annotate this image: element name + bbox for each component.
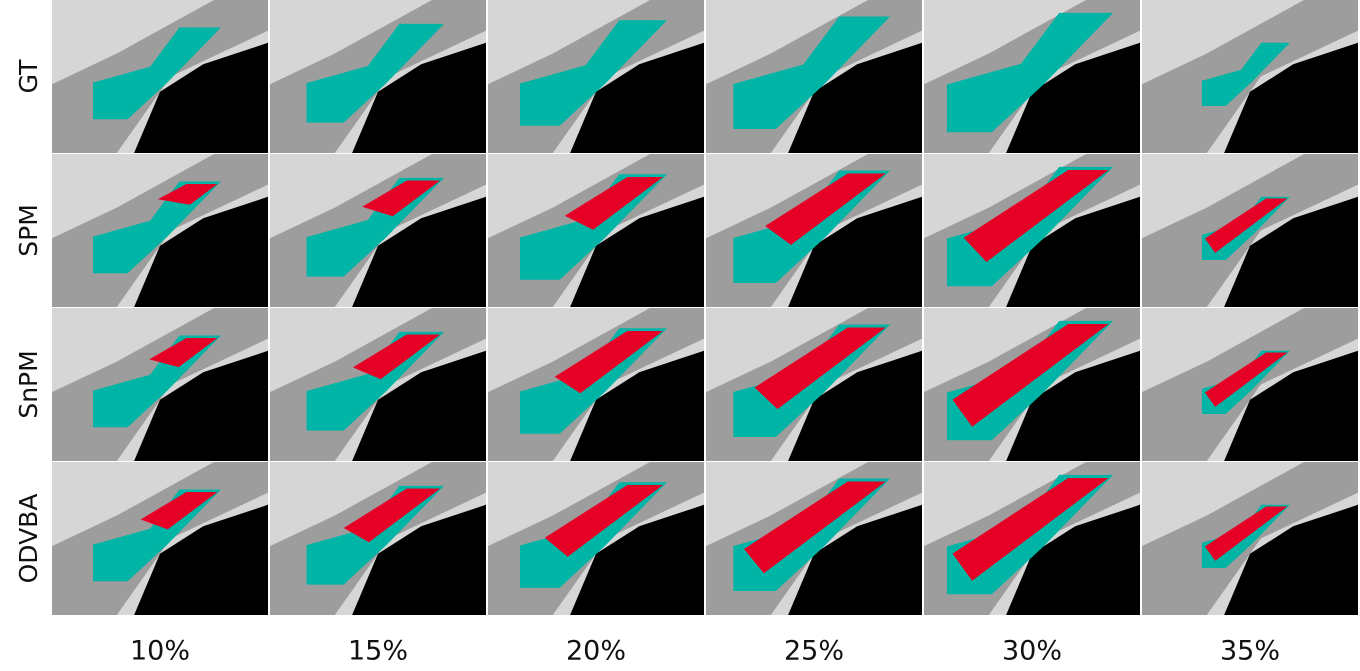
image-tile (706, 154, 922, 307)
column-label: 20% (566, 636, 626, 667)
column-label: 15% (348, 636, 408, 667)
image-tile (52, 0, 268, 153)
row-label: ODVBA (14, 494, 43, 584)
column-label: 35% (1220, 636, 1280, 667)
page: 10%15%20%25%30%35%GTSPMSnPMODVBA (() => … (0, 0, 1360, 671)
image-tile (1142, 462, 1358, 615)
image-tile (488, 462, 704, 615)
image-tile (706, 308, 922, 461)
row-label: SnPM (14, 350, 43, 418)
image-tile (924, 0, 1140, 153)
image-tile (924, 462, 1140, 615)
image-tile (488, 0, 704, 153)
image-tile (270, 308, 486, 461)
row-label: SPM (14, 204, 43, 257)
image-tile (52, 308, 268, 461)
image-tile (270, 0, 486, 153)
image-tile (706, 462, 922, 615)
figure: 10% 15% 20% 25% 30% 35% GT SPM SnPM ODVBA (0, 0, 1360, 671)
image-tile (1142, 308, 1358, 461)
image-tile (924, 308, 1140, 461)
image-tile (52, 154, 268, 307)
image-tile (270, 154, 486, 307)
column-label: 30% (1002, 636, 1062, 667)
image-tile (1142, 0, 1358, 153)
row-label: GT (14, 59, 43, 93)
image-tile (488, 154, 704, 307)
column-label: 25% (784, 636, 844, 667)
image-tile (488, 308, 704, 461)
image-tile (706, 0, 922, 153)
image-tile (1142, 154, 1358, 307)
column-label: 10% (130, 636, 190, 667)
image-tile (52, 462, 268, 615)
image-tile (270, 462, 486, 615)
image-tile (924, 154, 1140, 307)
